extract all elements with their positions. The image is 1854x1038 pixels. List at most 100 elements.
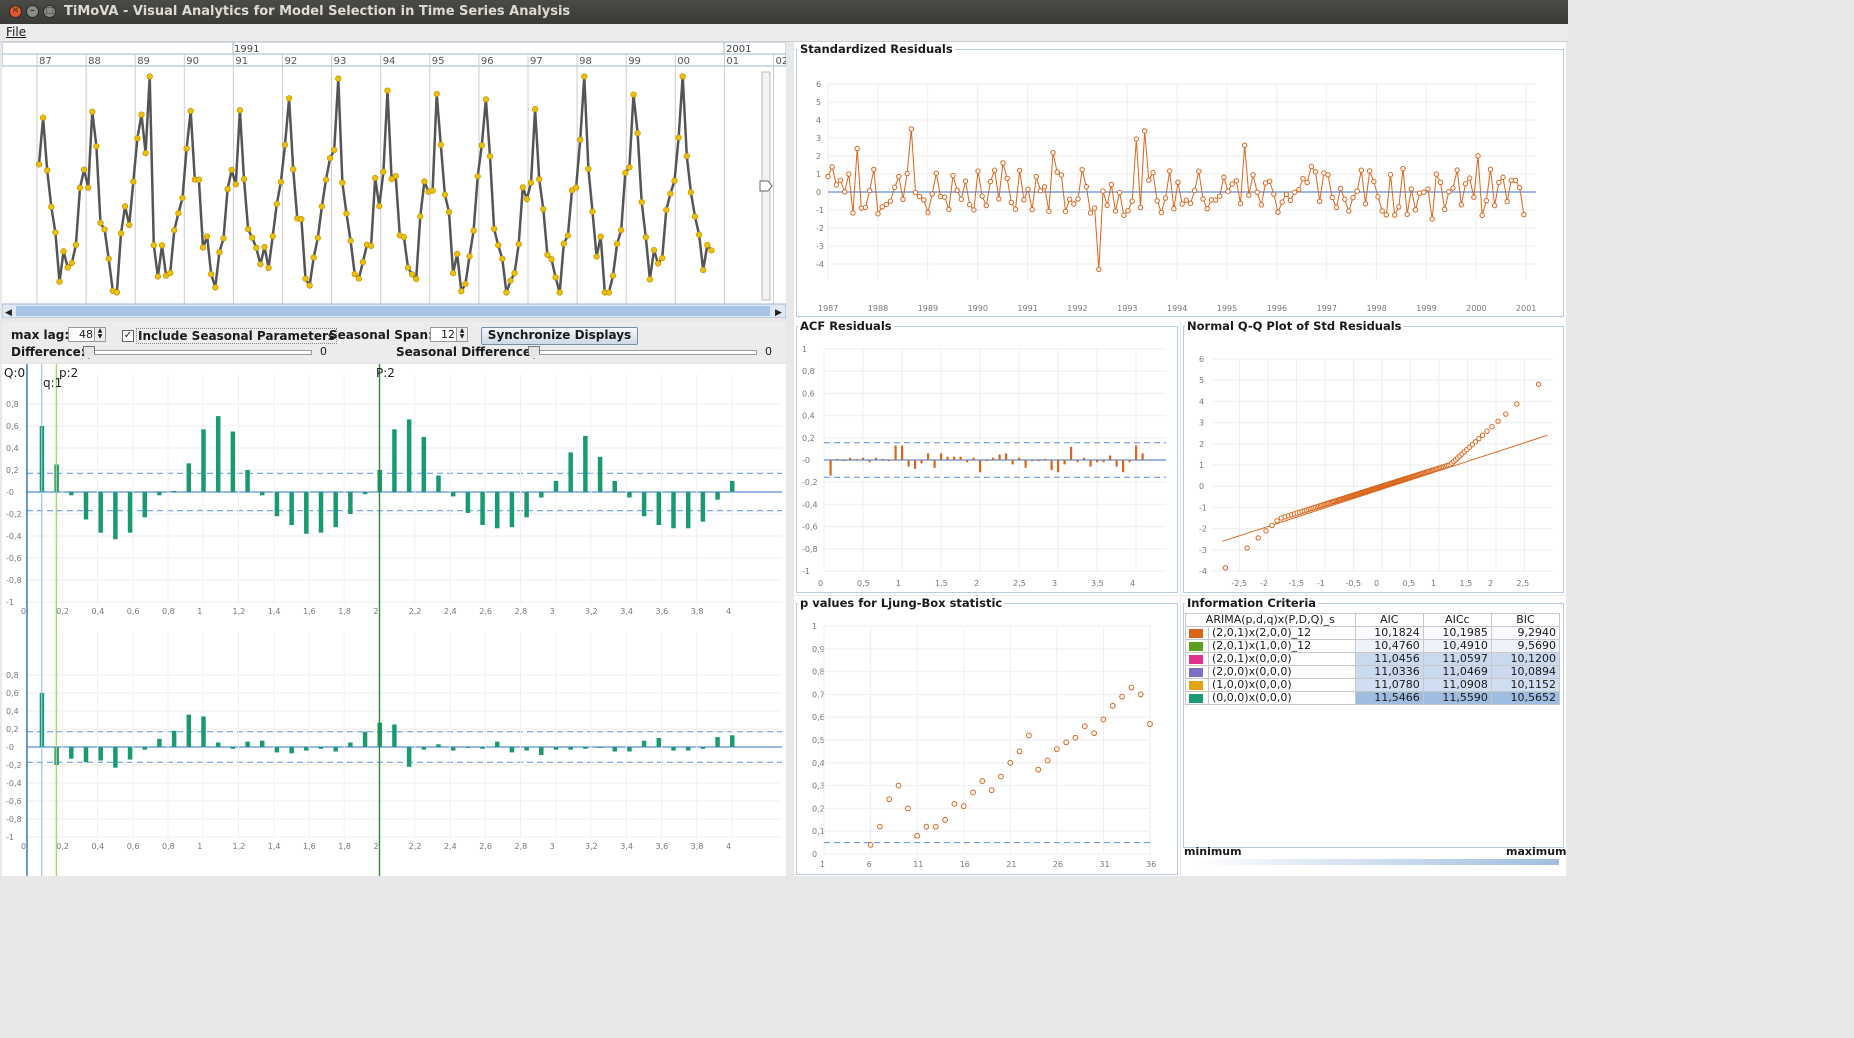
ljung-box-chart[interactable]: 10,90,80,70,60,50,40,30,20,101 6 11 16 21 26 3…	[794, 596, 1180, 876]
seasonal-difference-label: Seasonal Difference:	[396, 345, 536, 359]
include-seasonal-label[interactable]: Include Seasonal Parameters	[136, 328, 338, 344]
acf-bar	[597, 456, 603, 492]
time-series-point	[376, 203, 383, 210]
ar-bar	[894, 445, 897, 460]
time-series-point	[384, 87, 391, 94]
time-series-point	[679, 73, 686, 80]
maximize-icon[interactable]: □	[43, 5, 56, 18]
qq-plot-chart[interactable]: 6 5 4 3 2 1 0 -1 -2 -3 -4 -2,5 -2 -1,5 -1 -0,5 0 0,5 1 1,5 2…	[1181, 319, 1566, 595]
acf-xtick-label: 1,8	[338, 607, 351, 616]
acf-ytick-label: 0,6	[6, 422, 19, 431]
lb-ytick-label: 0,1	[812, 827, 825, 836]
ic-row[interactable]: (2,0,1)x(2,0,0)_12 10,1824 10,1985 9,2940	[1185, 626, 1561, 640]
ic-col-aic[interactable]: AIC	[1354, 613, 1424, 627]
ic-row[interactable]: (2,0,1)x(0,0,0) 11,0456 11,0597 10,1200	[1185, 652, 1561, 666]
sr-point	[850, 210, 856, 216]
timeline-year-label: 97	[530, 56, 543, 67]
sr-point	[1487, 166, 1494, 173]
difference-label: Difference:	[11, 345, 86, 359]
qq-point	[1489, 423, 1495, 430]
acf-residuals-chart[interactable]: 1 0,8 0,6 0,4 0,2 -0 -0,2 -0,4 -0,6 -0,8 -1 0 0,5 1 1,…	[794, 319, 1180, 595]
time-series-point	[654, 260, 662, 267]
std-residuals-chart[interactable]: 6 5 4 3 2 1 0 -1 -2 -3 -4 1987 1988 1989 1990 1991 1992 1…	[794, 42, 1566, 320]
ic-row[interactable]: (2,0,1)x(1,0,0)_12 10,4760 10,4910 9,5690	[1185, 639, 1561, 653]
pacf-bar	[641, 740, 647, 747]
sr-ytick-label: -4	[816, 260, 824, 269]
time-series-chart[interactable]: 1991 2001 87 88 89 90 91 92 93 94 95 96 97 98 99 00 01 02…	[2, 42, 786, 318]
ar-bar	[998, 454, 1001, 460]
time-series-point	[626, 164, 633, 171]
acf-ytick-label: 0,4	[6, 707, 19, 716]
difference-slider-thumb[interactable]	[83, 346, 95, 359]
ic-bic: 10,5652	[1490, 691, 1561, 705]
acf-pacf-panel: 0,8 0,6 0,4 0,2 -0 -0,2 -0,4 -0,6 -0,8 -1 0 0,2 0,4 0…	[2, 364, 786, 876]
qq-point	[1479, 432, 1486, 438]
acf-xtick-label: 3,8	[691, 842, 704, 851]
seasonal-span-spinner[interactable]: 12 ▲ ▼	[430, 327, 468, 342]
seasonal-difference-slider[interactable]	[529, 350, 757, 355]
spinner-arrows-icon[interactable]: ▲ ▼	[456, 328, 467, 341]
time-series-point	[113, 289, 120, 296]
ic-row[interactable]: (0,0,0)x(0,0,0) 11,5466 11,5590 10,5652	[1185, 691, 1561, 705]
sr-point	[858, 205, 865, 211]
sr-xtick-label: 1995	[1217, 304, 1237, 313]
time-series-point	[286, 95, 293, 102]
acf-xtick-label: 3,6	[656, 842, 669, 851]
sr-point	[1191, 187, 1198, 194]
qq-ytick-label: 0	[1199, 482, 1204, 491]
sr-point	[1037, 188, 1044, 194]
sr-point	[1054, 169, 1060, 175]
sr-point	[1312, 169, 1319, 175]
ic-col-model[interactable]: ARIMA(p,d,q)x(P,D,Q)_s	[1185, 613, 1356, 627]
pacf-bar	[465, 747, 471, 748]
lb-point	[876, 823, 883, 830]
time-series-point	[183, 145, 190, 152]
spinner-arrows-icon[interactable]: ▲ ▼	[94, 328, 105, 341]
info-criteria-table[interactable]: ARIMA(p,d,q)x(P,D,Q)_s AIC AICc BIC (2,0…	[1185, 613, 1561, 705]
close-icon[interactable]: ✕	[9, 5, 22, 18]
acf-xtick-label: 3,2	[585, 607, 598, 616]
sr-xtick-label: 1999	[1416, 304, 1436, 313]
sr-point	[1337, 185, 1344, 192]
sr-point	[1029, 206, 1035, 213]
minimize-icon[interactable]: –	[26, 5, 39, 18]
ic-row[interactable]: (1,0,0)x(0,0,0) 11,0780 11,0908 10,1152	[1185, 678, 1561, 692]
sr-point	[1400, 165, 1406, 172]
ic-color-swatch	[1185, 678, 1209, 692]
synchronize-displays-button[interactable]: Synchronize Displays	[481, 327, 638, 345]
max-lag-spinner[interactable]: 48 ▲ ▼	[68, 327, 106, 342]
menu-file[interactable]: File	[6, 25, 27, 39]
pacf-bar	[274, 747, 280, 753]
ar-bar	[1122, 460, 1125, 473]
time-series-point	[691, 213, 699, 220]
sr-point	[1254, 189, 1260, 195]
acf-xtick-label: 3,8	[691, 607, 704, 616]
lb-point	[1063, 739, 1070, 746]
include-seasonal-checkbox[interactable]: ✓	[122, 330, 134, 342]
time-series-point	[421, 178, 428, 185]
sr-point	[1516, 184, 1523, 191]
time-series-point	[298, 216, 305, 223]
acf-pacf-chart[interactable]: 0,8 0,6 0,4 0,2 -0 -0,2 -0,4 -0,6 -0,8 -1 0 0,2 0,4 0…	[2, 364, 786, 876]
time-series-point	[249, 234, 256, 241]
ar-bar	[855, 458, 858, 460]
ic-col-aicc[interactable]: AICc	[1422, 613, 1492, 627]
lb-point	[1128, 684, 1135, 691]
sr-point	[1371, 178, 1377, 185]
ic-color-swatch	[1185, 626, 1209, 640]
acf-ytick-label: 0,4	[6, 444, 19, 453]
qq-point	[1503, 411, 1509, 417]
sr-point	[1121, 212, 1127, 218]
time-series-point	[44, 167, 51, 174]
ar-xtick-label: 1,5	[935, 579, 948, 588]
seasonal-difference-slider-thumb[interactable]	[528, 346, 540, 359]
qq-ytick-label: 3	[1199, 419, 1204, 428]
lb-point	[1119, 693, 1125, 700]
sr-point	[1183, 197, 1190, 203]
time-series-point	[593, 253, 600, 260]
difference-slider[interactable]	[84, 350, 312, 355]
ic-row[interactable]: (2,0,0)x(0,0,0) 11,0336 11,0469 10,0894	[1185, 665, 1561, 679]
sr-point	[1354, 188, 1360, 194]
time-series-point	[368, 242, 375, 250]
ic-col-bic[interactable]: BIC	[1490, 613, 1561, 627]
